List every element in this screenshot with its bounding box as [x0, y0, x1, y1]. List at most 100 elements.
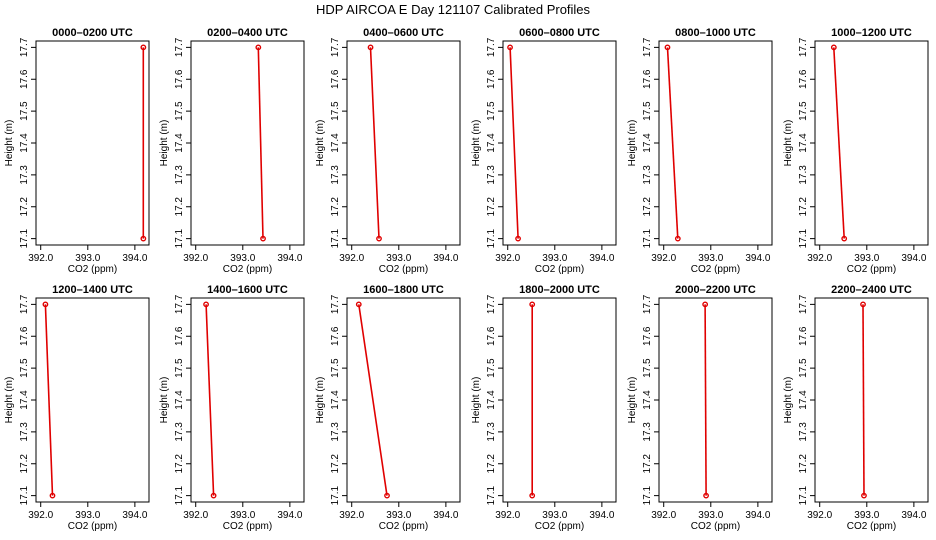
y-axis-label: Height (m)	[315, 120, 326, 167]
y-tick-label: 17.1	[486, 228, 497, 248]
x-tick-label: 394.0	[122, 253, 147, 264]
plot-frame	[346, 40, 461, 246]
y-axis-label: Height (m)	[627, 377, 638, 424]
y-tick-label: 17.7	[174, 37, 185, 57]
profile-line	[44, 304, 54, 496]
y-tick-label: 17.3	[330, 165, 341, 185]
y-tick-label: 17.3	[486, 165, 497, 185]
x-tick-label: 392.0	[183, 510, 208, 521]
y-tick-label: 17.6	[486, 69, 497, 89]
y-tick-label: 17.2	[798, 197, 809, 217]
x-axis-label: CO2 (ppm)	[691, 264, 740, 275]
profile-panel: 0400–0600 UTC 17.1 17.2 17.3 17.4 17.5 17.6 17.…	[315, 27, 461, 275]
y-tick-label: 17.4	[642, 133, 653, 153]
data-point	[355, 301, 362, 308]
data-point	[255, 44, 262, 51]
y-axis-label: Height (m)	[627, 120, 638, 167]
y-tick-label: 17.1	[642, 228, 653, 248]
y-tick-label: 17.5	[486, 358, 497, 378]
x-tick-label: 394.0	[901, 510, 926, 521]
profile-line	[666, 47, 679, 239]
x-axis-label: CO2 (ppm)	[68, 521, 117, 532]
y-tick-label: 17.2	[330, 454, 341, 474]
x-tick-label: 393.0	[542, 253, 567, 264]
y-tick-label: 17.4	[330, 390, 341, 410]
y-tick-label: 17.7	[486, 37, 497, 57]
plot-frame	[658, 297, 773, 503]
profile-panel: 1000–1200 UTC 17.1 17.2 17.3 17.4 17.5 17.6 17.…	[783, 27, 929, 275]
y-tick-label: 17.4	[642, 390, 653, 410]
y-tick-label: 17.2	[798, 454, 809, 474]
plot-frame	[190, 40, 305, 246]
x-tick-label: 393.0	[854, 253, 879, 264]
y-tick-label: 17.4	[486, 133, 497, 153]
y-tick-label: 17.2	[19, 197, 30, 217]
x-axis-label: CO2 (ppm)	[68, 264, 117, 275]
plot-frame	[814, 297, 929, 503]
profile-panel: 0600–0800 UTC 17.1 17.2 17.3 17.4 17.5 17.6 17.…	[471, 27, 617, 275]
y-tick-label: 17.5	[486, 101, 497, 121]
data-point	[376, 235, 382, 242]
panel-title: 1800–2000 UTC	[519, 284, 600, 296]
data-point	[529, 492, 536, 499]
data-point	[860, 301, 866, 308]
y-tick-label: 17.1	[798, 228, 809, 248]
plot-frame	[814, 40, 929, 246]
y-tick-label: 17.3	[330, 422, 341, 442]
panel-title: 0600–0800 UTC	[519, 27, 600, 39]
y-tick-label: 17.1	[174, 485, 185, 505]
profile-panel: 2000–2200 UTC 17.1 17.2 17.3 17.4 17.5 17.6 17.…	[627, 284, 773, 532]
y-tick-label: 17.3	[798, 422, 809, 442]
y-tick-label: 17.3	[486, 422, 497, 442]
profile-line	[369, 47, 380, 239]
y-tick-label: 17.2	[642, 454, 653, 474]
plot-frame	[35, 40, 150, 246]
y-tick-label: 17.4	[174, 390, 185, 410]
y-tick-label: 17.7	[642, 37, 653, 57]
profile-panel: 0000–0200 UTC 17.1 17.2 17.3 17.4 17.5 17.6 17.…	[4, 27, 150, 275]
x-tick-label: 393.0	[230, 253, 255, 264]
panel-title: 1400–1600 UTC	[207, 284, 288, 296]
x-tick-label: 392.0	[807, 510, 832, 521]
y-axis-label: Height (m)	[471, 120, 482, 167]
y-tick-label: 17.1	[19, 485, 30, 505]
x-axis-label: CO2 (ppm)	[847, 521, 896, 532]
y-tick-label: 17.2	[19, 454, 30, 474]
panel-title: 1000–1200 UTC	[831, 27, 912, 39]
x-tick-label: 392.0	[651, 510, 676, 521]
panel-grid: 0000–0200 UTC 17.1 17.2 17.3 17.4 17.5 17.6 17.…	[4, 27, 929, 532]
y-tick-label: 17.7	[19, 294, 30, 314]
data-point	[664, 44, 671, 51]
data-point	[703, 492, 709, 499]
x-axis-label: CO2 (ppm)	[223, 264, 272, 275]
data-point	[42, 301, 49, 308]
x-axis-label: CO2 (ppm)	[535, 521, 584, 532]
x-tick-label: 393.0	[386, 253, 411, 264]
x-tick-label: 394.0	[745, 253, 770, 264]
y-tick-label: 17.3	[174, 165, 185, 185]
y-tick-label: 17.2	[486, 454, 497, 474]
data-point	[367, 44, 374, 51]
y-tick-label: 17.3	[798, 165, 809, 185]
y-tick-label: 17.4	[19, 133, 30, 153]
y-tick-label: 17.2	[174, 454, 185, 474]
x-axis-label: CO2 (ppm)	[691, 521, 740, 532]
profile-panel: 1200–1400 UTC 17.1 17.2 17.3 17.4 17.5 17.6 17.…	[4, 284, 150, 532]
plot-frame	[502, 40, 617, 246]
y-tick-label: 17.6	[798, 326, 809, 346]
x-tick-label: 394.0	[589, 510, 614, 521]
y-tick-label: 17.1	[19, 228, 30, 248]
y-tick-label: 17.4	[798, 133, 809, 153]
x-axis-label: CO2 (ppm)	[847, 264, 896, 275]
y-tick-label: 17.4	[798, 390, 809, 410]
y-tick-label: 17.7	[798, 37, 809, 57]
x-tick-label: 393.0	[698, 253, 723, 264]
profile-line	[358, 304, 388, 496]
x-tick-label: 394.0	[901, 253, 926, 264]
y-tick-label: 17.3	[174, 422, 185, 442]
y-tick-label: 17.2	[174, 197, 185, 217]
y-tick-label: 17.6	[19, 326, 30, 346]
data-point	[210, 492, 217, 499]
y-tick-label: 17.1	[330, 485, 341, 505]
y-tick-label: 17.3	[19, 422, 30, 442]
